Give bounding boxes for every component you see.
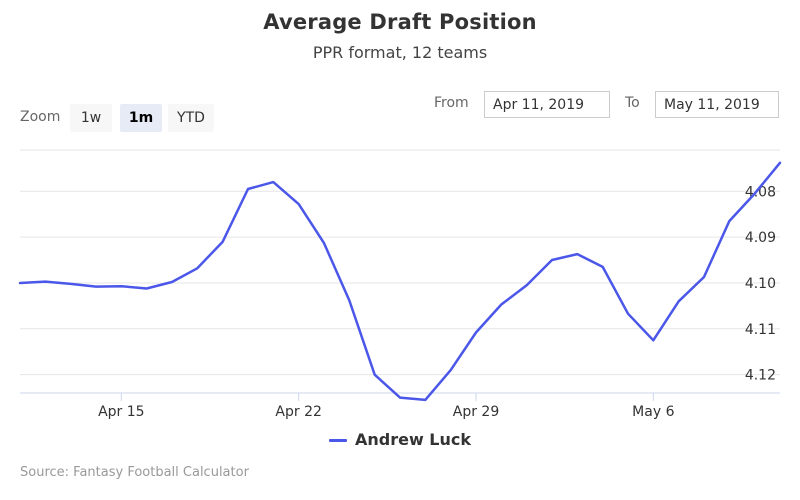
y-tick-label: 4.10 [745, 276, 776, 292]
from-label: From [434, 95, 469, 111]
source-credit: Source: Fantasy Football Calculator [20, 465, 249, 480]
y-axis-labels: 4.084.094.104.114.12 [745, 184, 776, 383]
x-tick-label: Apr 22 [275, 404, 321, 420]
to-date-input[interactable]: May 11, 2019 [655, 91, 779, 118]
grid-lines [20, 149, 780, 376]
x-tick-label: Apr 29 [453, 404, 499, 420]
series-line-andrew-luck [18, 161, 782, 402]
series-layer [18, 161, 782, 402]
legend[interactable]: Andrew Luck [0, 430, 800, 449]
zoom-1w-button[interactable]: 1w [70, 104, 112, 132]
y-tick-label: 4.11 [745, 322, 776, 338]
chart-subtitle: PPR format, 12 teams [312, 43, 488, 62]
zoom-ytd-button[interactable]: YTD [168, 104, 214, 132]
x-tick-label: Apr 15 [98, 404, 144, 420]
x-axis: Apr 15 Apr 22 Apr 29 May 6 [20, 392, 780, 420]
from-date-input[interactable]: Apr 11, 2019 [484, 91, 610, 118]
x-tick-label: May 6 [632, 404, 674, 420]
zoom-label: Zoom [20, 109, 61, 125]
chart-title: Average Draft Position [263, 10, 537, 34]
to-label: To [625, 95, 640, 111]
y-tick-label: 4.09 [745, 230, 776, 246]
legend-swatch [328, 439, 347, 442]
legend-label: Andrew Luck [354, 430, 472, 449]
zoom-1m-button[interactable]: 1m [120, 104, 162, 132]
y-tick-label: 4.12 [745, 368, 776, 384]
